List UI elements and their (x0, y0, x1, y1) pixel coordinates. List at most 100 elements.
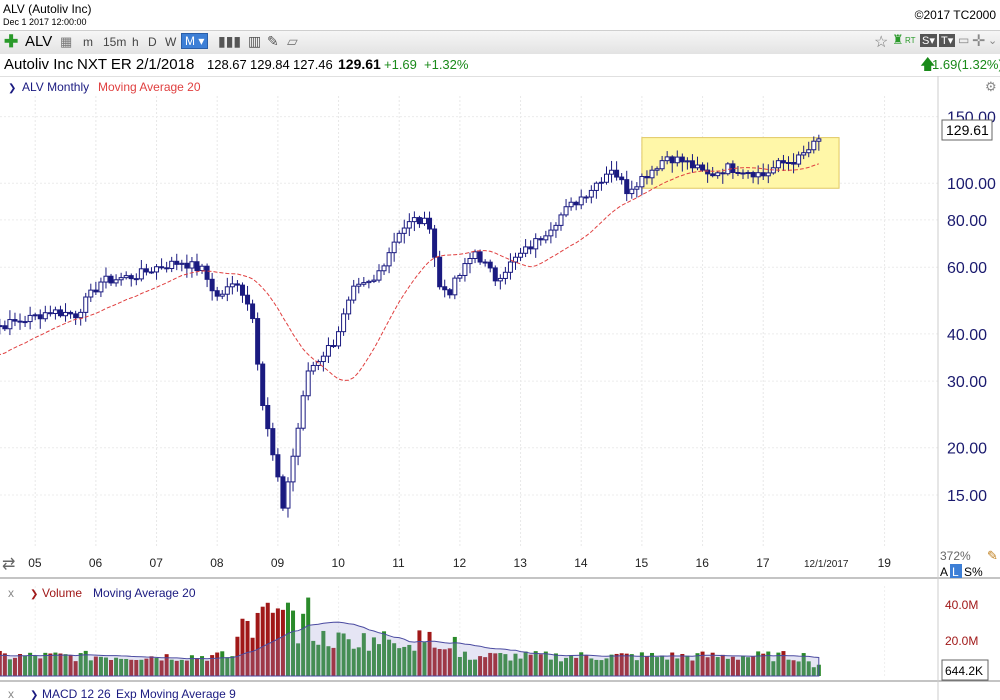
candle-body[interactable] (482, 261, 488, 264)
candle-body[interactable] (103, 275, 109, 283)
candle-body[interactable] (538, 238, 544, 241)
candle-body[interactable] (229, 283, 235, 288)
candle-body[interactable] (472, 251, 478, 260)
candle-body[interactable] (63, 311, 69, 317)
candle-body[interactable] (528, 246, 534, 250)
candle-body[interactable] (502, 271, 508, 279)
candle-body[interactable] (558, 214, 564, 226)
candle-body[interactable] (214, 290, 220, 297)
candle-body[interactable] (432, 228, 438, 258)
candle-body[interactable] (634, 186, 640, 190)
candle-body[interactable] (588, 189, 594, 198)
candle-body[interactable] (78, 311, 84, 319)
candle-body[interactable] (52, 309, 58, 314)
candle-body[interactable] (518, 252, 524, 258)
symbol-input[interactable]: ALV (25, 33, 53, 50)
favorite-star-icon[interactable]: ☆ (874, 34, 889, 51)
timeframe-15m[interactable]: 15m (103, 35, 127, 49)
candle-body[interactable] (22, 321, 28, 324)
candle-body[interactable] (73, 313, 79, 319)
candle-body[interactable] (320, 355, 326, 363)
candle-body[interactable] (735, 171, 741, 174)
candle-body[interactable] (492, 267, 498, 282)
candle-body[interactable] (371, 279, 377, 282)
candle-body[interactable] (512, 256, 518, 263)
candle-body[interactable] (7, 319, 13, 330)
candle-body[interactable] (386, 252, 392, 267)
candle-body[interactable] (715, 172, 721, 177)
candle-body[interactable] (659, 160, 665, 170)
candle-body[interactable] (684, 160, 690, 163)
candle-body[interactable] (174, 260, 180, 265)
candle-body[interactable] (563, 206, 569, 216)
chevron-down-icon[interactable]: ⌄ (988, 35, 998, 47)
legend-indicator[interactable]: Moving Average 20 (98, 80, 201, 94)
candle-body[interactable] (209, 278, 215, 292)
candle-body[interactable] (573, 201, 579, 206)
candle-body[interactable] (543, 235, 549, 241)
candle-body[interactable] (674, 156, 680, 164)
candle-body[interactable] (270, 428, 276, 456)
candle-body[interactable] (765, 172, 771, 177)
candle-body[interactable] (801, 152, 807, 156)
candle-body[interactable] (199, 265, 205, 272)
candle-body[interactable] (224, 286, 230, 295)
candle-body[interactable] (88, 289, 94, 298)
add-symbol-icon[interactable]: ✚ (4, 32, 19, 51)
candle-body[interactable] (462, 263, 468, 276)
candle-body[interactable] (366, 280, 372, 284)
candle-body[interactable] (487, 261, 493, 269)
window-icon[interactable]: ▭ (958, 33, 970, 47)
candle-body[interactable] (341, 313, 347, 333)
candle-body[interactable] (740, 172, 746, 175)
candle-body[interactable] (786, 162, 792, 165)
candle-body[interactable] (285, 481, 291, 509)
candle-body[interactable] (204, 265, 210, 280)
candle-body[interactable] (720, 172, 726, 175)
candle-body[interactable] (568, 201, 574, 208)
candle-body[interactable] (806, 149, 812, 154)
candle-body[interactable] (381, 265, 387, 272)
candle-body[interactable] (330, 345, 336, 348)
timeframe-d[interactable]: D (148, 35, 157, 49)
candle-body[interactable] (679, 156, 685, 163)
candle-body[interactable] (705, 169, 711, 175)
note-icon[interactable]: ▱ (287, 33, 298, 49)
candle-body[interactable] (401, 227, 407, 234)
candle-body[interactable] (2, 325, 8, 330)
macd-collapse-icon[interactable]: ❯ (30, 690, 38, 700)
edit-scale-icon[interactable]: ✎ (987, 548, 998, 563)
candle-body[interactable] (148, 271, 154, 274)
candle-body[interactable] (406, 221, 412, 229)
candle-body[interactable] (755, 172, 761, 178)
timeframe-m-active[interactable]: M ▾ (181, 33, 209, 49)
candle-body[interactable] (245, 294, 251, 305)
legend-series[interactable]: ALV Monthly (22, 80, 89, 94)
candle-body[interactable] (234, 283, 240, 286)
candle-body[interactable] (93, 289, 99, 293)
candle-body[interactable] (169, 260, 175, 269)
draw-pencil-icon[interactable]: ✎ (267, 33, 279, 49)
candle-body[interactable] (164, 267, 170, 270)
candle-body[interactable] (396, 232, 402, 243)
candle-body[interactable] (305, 370, 311, 397)
candle-body[interactable] (83, 296, 89, 313)
candle-body[interactable] (315, 361, 321, 366)
candle-body[interactable] (416, 217, 422, 225)
candle-body[interactable] (37, 314, 43, 320)
candle-body[interactable] (629, 188, 635, 195)
candle-body[interactable] (700, 164, 706, 171)
candle-body[interactable] (159, 266, 165, 269)
candle-body[interactable] (255, 318, 261, 365)
scale-s-button[interactable]: S% (964, 565, 983, 579)
candle-body[interactable] (624, 179, 630, 195)
swap-icon[interactable]: ⇄ (2, 556, 15, 573)
candle-body[interactable] (427, 217, 433, 230)
candle-body[interactable] (421, 217, 427, 225)
candle-body[interactable] (775, 160, 781, 169)
candle-body[interactable] (265, 404, 271, 430)
candle-body[interactable] (27, 314, 33, 323)
s-button[interactable]: S▾ (920, 34, 937, 47)
candle-body[interactable] (523, 246, 529, 254)
candle-body[interactable] (649, 169, 655, 179)
